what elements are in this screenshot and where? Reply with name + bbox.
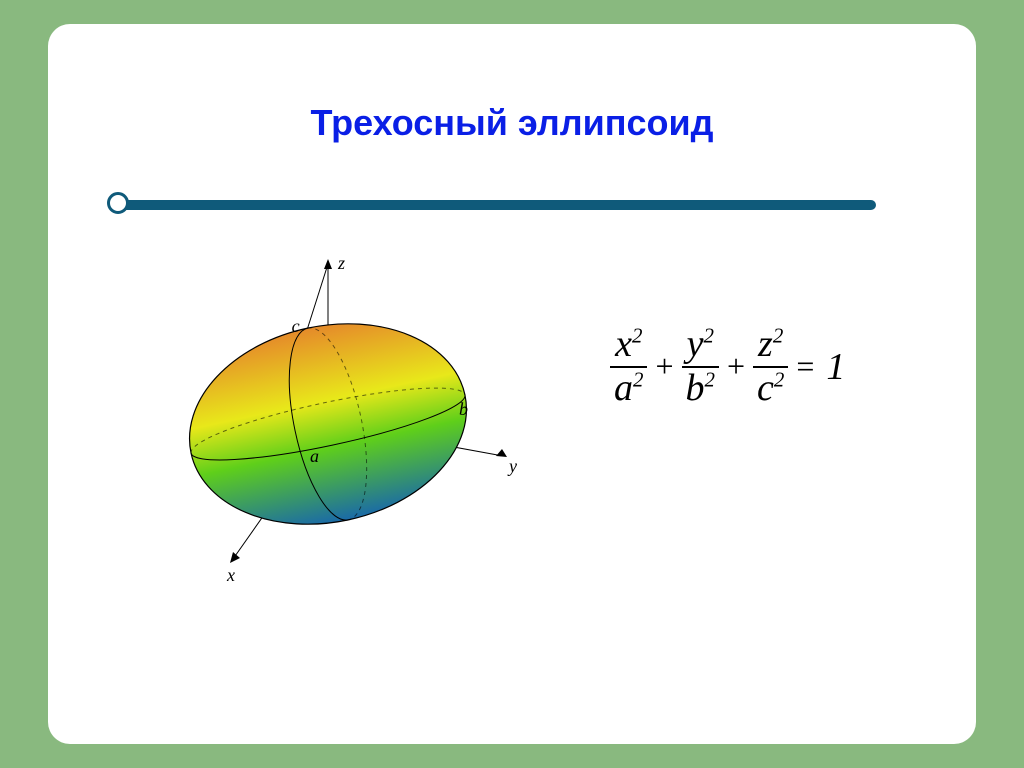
svg-text:z: z: [337, 253, 345, 273]
ellipsoid-figure: z y x c b a: [168, 224, 528, 584]
slide-panel: Трехосный эллипсоид z y x c b a x2a2+y2b2+z2c…: [48, 24, 976, 744]
svg-text:b: b: [459, 399, 468, 419]
divider-bar: [116, 200, 876, 210]
ellipsoid-equation: x2a2+y2b2+z2c2=1: [608, 324, 851, 410]
svg-text:x: x: [226, 565, 235, 584]
divider-bullet: [107, 192, 129, 214]
svg-text:c: c: [292, 316, 300, 336]
svg-text:y: y: [507, 456, 517, 476]
page-title: Трехосный эллипсоид: [48, 102, 976, 144]
svg-text:a: a: [310, 446, 319, 466]
